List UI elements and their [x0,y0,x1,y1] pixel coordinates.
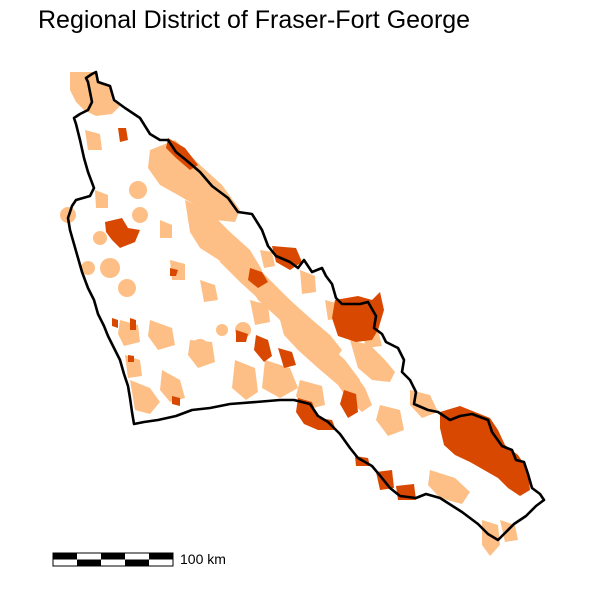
light-patches [60,72,518,556]
scale-bar [52,552,174,567]
scale-bar-label: 100 km [180,551,226,567]
district-boundary [66,70,546,542]
map-title: Regional District of Fraser-Fort George [38,6,471,34]
